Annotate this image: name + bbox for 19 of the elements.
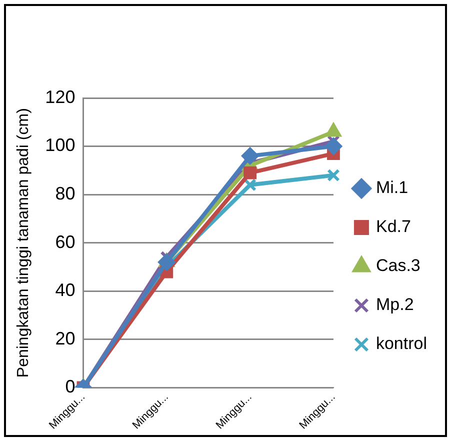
y-axis-title: Peningkatan tinggi tanaman padi (cm) [15,108,32,378]
point [158,254,176,271]
y-tick-label: 120 [45,86,76,107]
point [327,168,340,182]
point [242,147,259,164]
legend-label: kontrol [376,334,428,354]
legend-label: Mi.1 [376,178,408,198]
point [244,166,257,180]
y-tick-label: 20 [55,328,76,348]
point [244,178,257,192]
y-tick-label: 100 [45,135,76,156]
y-tick-label: 40 [55,280,76,300]
point [324,138,342,155]
y-tick-label: 80 [55,184,76,204]
y-tick-label: 0 [65,376,76,397]
legend-label: Mp.2 [376,295,414,314]
legend-label: Cas.3 [376,256,420,276]
y-tick-label: 60 [55,232,76,252]
legend-label: Kd.7 [376,217,411,236]
